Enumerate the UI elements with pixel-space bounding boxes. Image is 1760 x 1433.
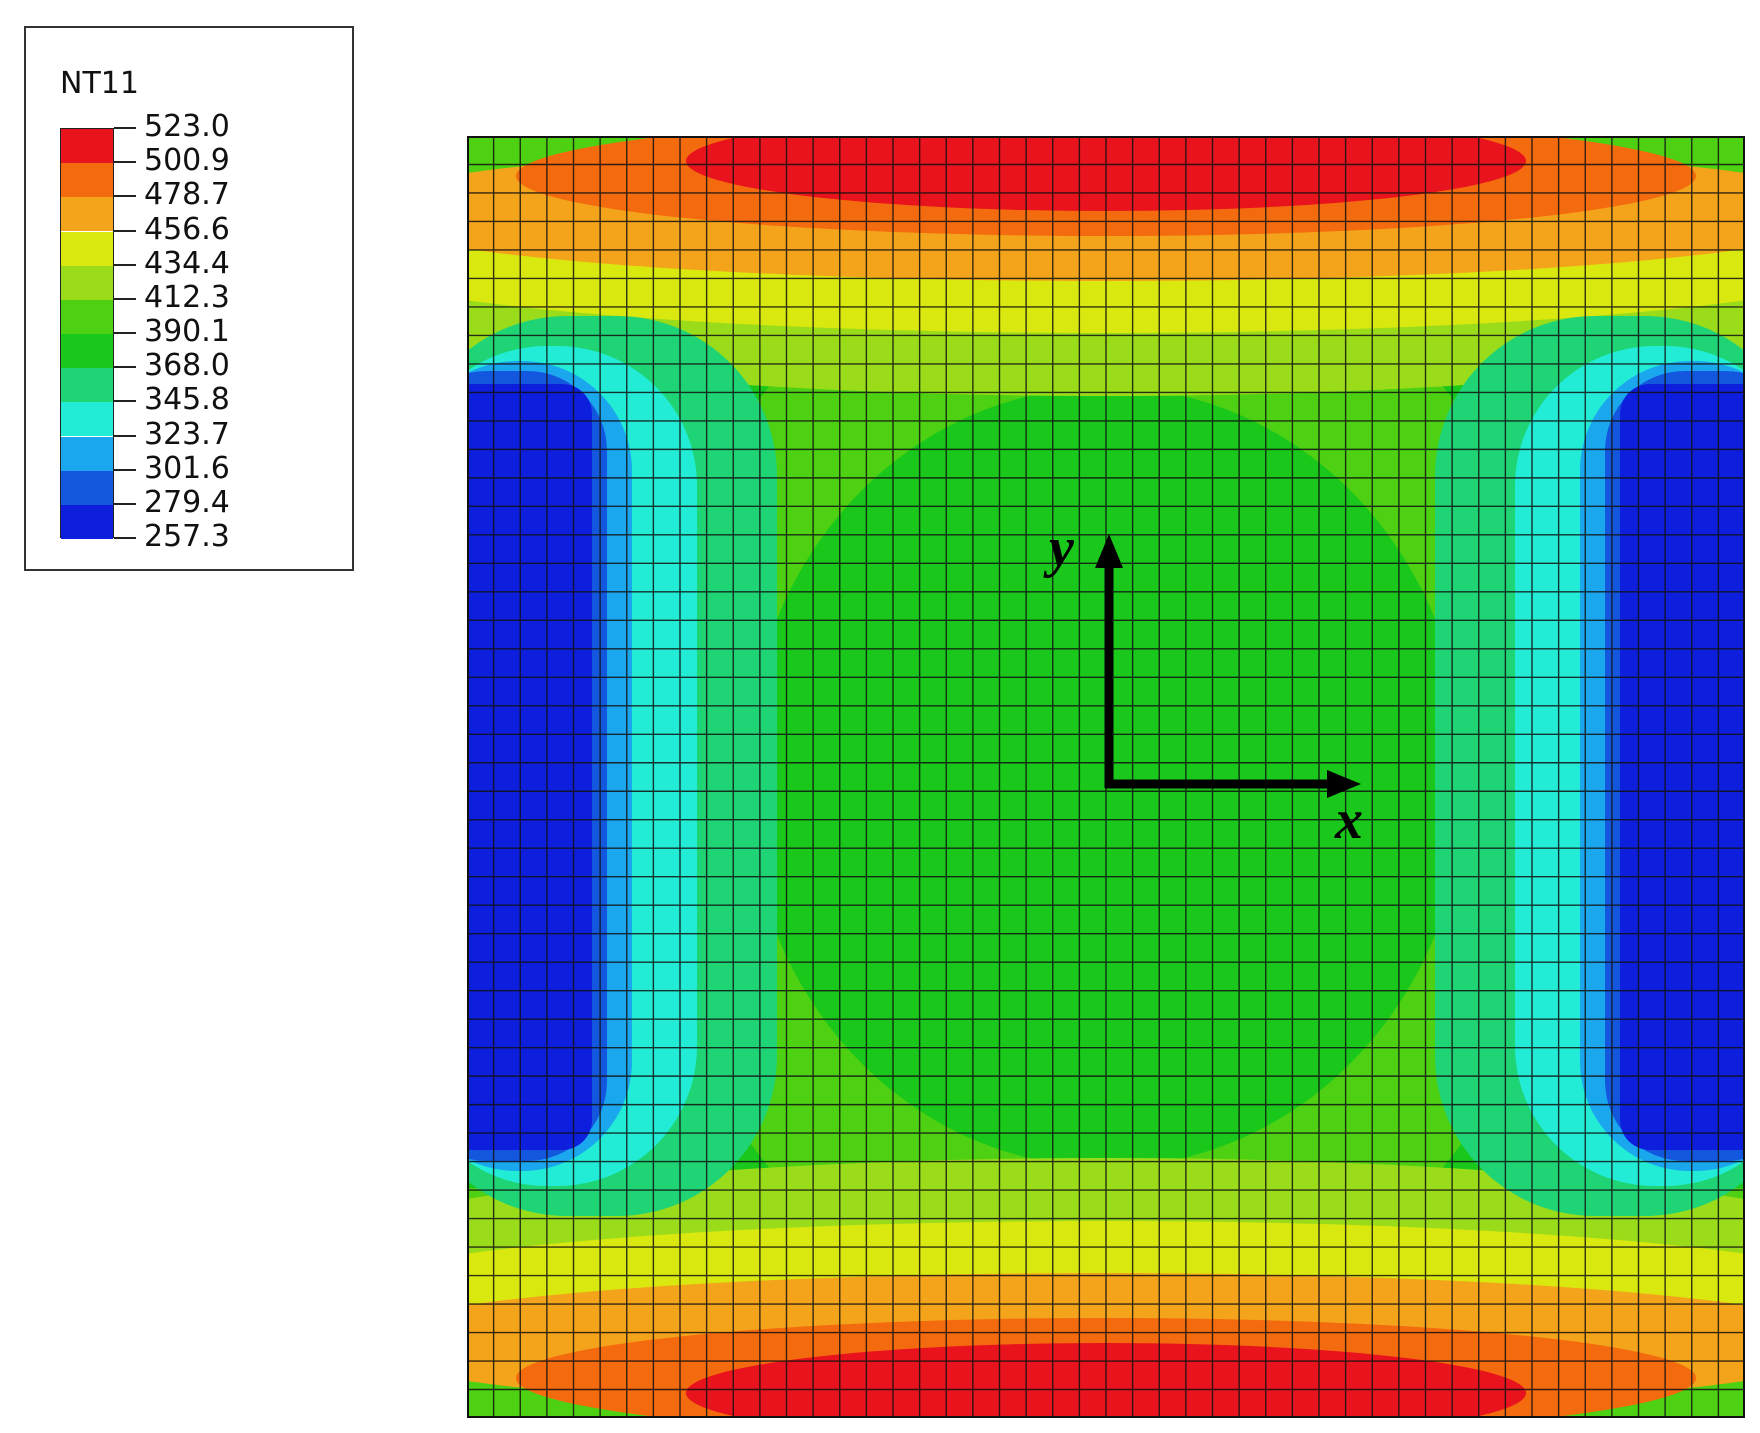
legend-swatch bbox=[61, 470, 113, 505]
legend-tick bbox=[114, 400, 136, 403]
legend-tick bbox=[114, 434, 136, 437]
legend-value-label: 478.7 bbox=[144, 177, 230, 213]
legend-swatch bbox=[61, 129, 113, 164]
legend-value-label: 345.8 bbox=[144, 382, 230, 418]
legend-swatch bbox=[61, 402, 113, 437]
legend-value-label: 456.6 bbox=[144, 211, 230, 247]
legend-value-label: 301.6 bbox=[144, 450, 230, 486]
legend-value-label: 279.4 bbox=[144, 484, 230, 520]
legend-swatch bbox=[61, 368, 113, 403]
y-axis-label: y bbox=[1043, 517, 1075, 579]
x-axis-arrowhead bbox=[1327, 770, 1361, 798]
legend-swatch bbox=[61, 265, 113, 300]
plot-border bbox=[467, 136, 1745, 1418]
legend-tick bbox=[114, 332, 136, 334]
legend-swatch bbox=[61, 299, 113, 334]
legend-swatch bbox=[61, 436, 113, 471]
legend-swatch bbox=[61, 197, 113, 232]
legend-value-label: 323.7 bbox=[144, 416, 230, 452]
legend-swatch bbox=[61, 334, 113, 369]
legend-title: NT11 bbox=[60, 66, 139, 101]
legend-value-label: 257.3 bbox=[144, 519, 230, 554]
legend-value-label: 390.1 bbox=[144, 314, 230, 349]
legend-swatch bbox=[61, 504, 113, 539]
legend-swatch bbox=[61, 163, 113, 198]
legend-tick bbox=[114, 468, 136, 471]
legend-value-label: 368.0 bbox=[144, 348, 230, 384]
legend-value-label: 434.4 bbox=[144, 245, 230, 281]
legend-tick bbox=[114, 297, 136, 300]
left-band-279 bbox=[467, 384, 592, 1150]
legend-tick bbox=[114, 229, 136, 232]
right-band-279 bbox=[1620, 384, 1745, 1150]
legend-tick bbox=[114, 502, 136, 505]
x-axis-label: x bbox=[1334, 789, 1363, 851]
legend-value-label: 412.3 bbox=[144, 279, 230, 315]
contour-plot: y x bbox=[467, 136, 1745, 1418]
legend-value-label: 523.0 bbox=[144, 109, 230, 144]
legend-value-label: 500.9 bbox=[144, 143, 230, 179]
y-axis-arrowhead bbox=[1095, 534, 1123, 568]
legend-box: NT11 523.0 500.9 478.7 456.6 434.4 412.3 390.1… bbox=[24, 26, 354, 571]
legend-tick bbox=[114, 127, 136, 129]
legend-tick bbox=[114, 537, 136, 539]
legend-swatch bbox=[61, 231, 113, 266]
legend-tick bbox=[114, 195, 136, 198]
finite-element-mesh bbox=[467, 136, 1745, 1418]
coordinate-axes: y x bbox=[1043, 517, 1363, 851]
legend-tick bbox=[114, 161, 136, 164]
legend-tick bbox=[114, 366, 136, 369]
legend-colorbar bbox=[60, 128, 114, 539]
legend-tick bbox=[114, 263, 136, 266]
